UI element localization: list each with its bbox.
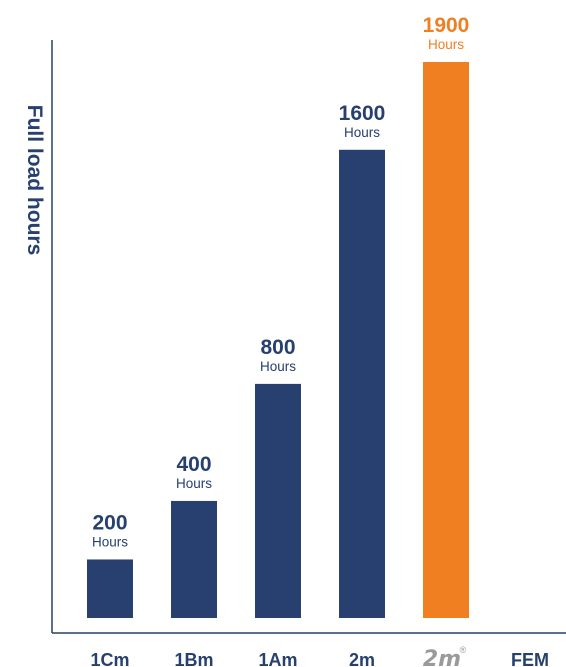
- y-axis-label: Full load hours: [23, 105, 46, 256]
- unit-label-4: Hours: [428, 37, 464, 52]
- x-tick-labels: 1Cm 1Bm 1Am 2m 2m® FEM: [90, 645, 549, 667]
- bar-1: [171, 500, 217, 618]
- tick-label-1: 1Bm: [174, 650, 213, 667]
- value-label-4: 1900: [423, 14, 470, 37]
- bar-0: [87, 559, 133, 618]
- bar-4: [423, 62, 469, 618]
- value-label-0: 200: [92, 511, 127, 534]
- axes: [51, 40, 566, 634]
- value-labels: 200Hours400Hours800Hours1600Hours1900Hou…: [92, 14, 469, 549]
- tick-label-4-logo: 2m®: [423, 645, 467, 667]
- unit-label-3: Hours: [344, 125, 380, 140]
- value-label-1: 400: [176, 453, 211, 476]
- unit-label-1: Hours: [176, 476, 212, 491]
- tick-label-4: 2m: [423, 647, 461, 667]
- tick-label-2: 1Am: [258, 650, 297, 667]
- tick-label-0: 1Cm: [90, 650, 129, 667]
- tick-label-3: 2m: [349, 650, 375, 667]
- bar-2: [255, 383, 301, 618]
- unit-label-2: Hours: [260, 359, 296, 374]
- value-label-2: 800: [260, 336, 295, 359]
- bar-3: [339, 149, 385, 618]
- registered-mark: ®: [460, 645, 467, 655]
- bars: [87, 62, 469, 618]
- value-label-3: 1600: [339, 102, 386, 125]
- tick-label-5: FEM: [511, 650, 549, 667]
- unit-label-0: Hours: [92, 534, 128, 549]
